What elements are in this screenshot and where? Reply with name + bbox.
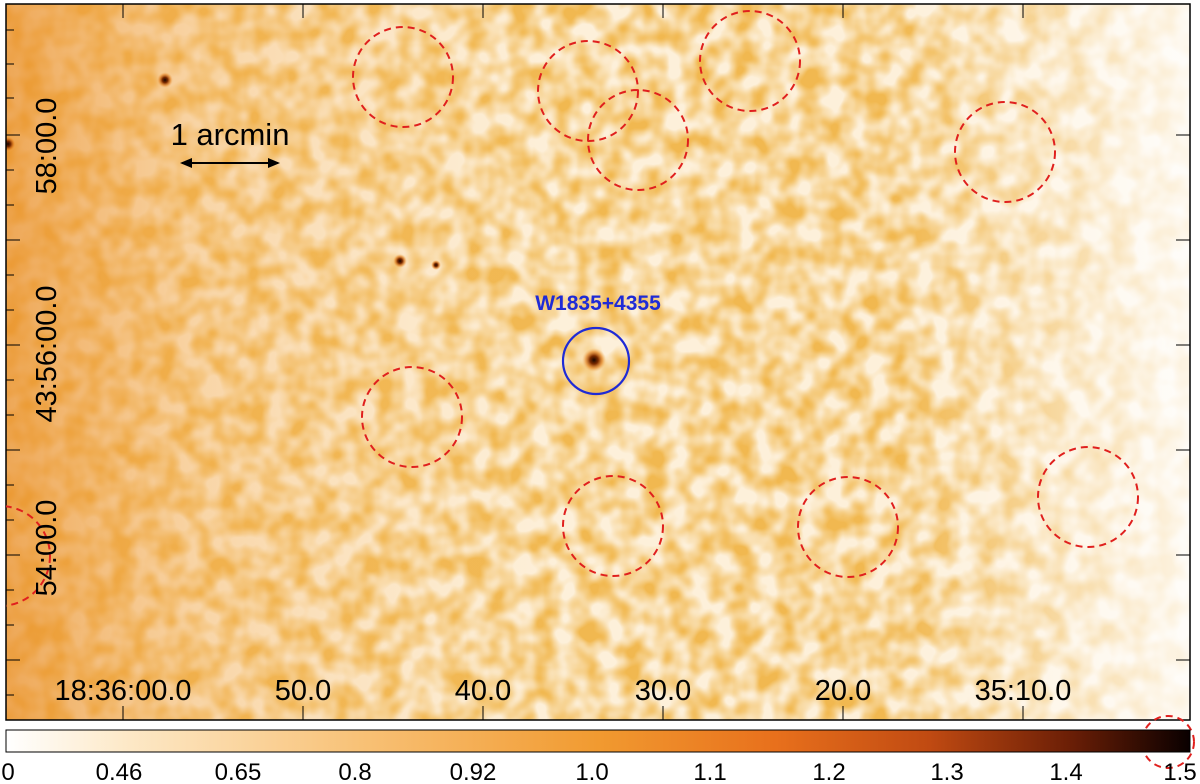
point-source [157, 72, 173, 88]
scale-bar-arrow [180, 158, 280, 168]
dec-axis-labels: 58:00.0 43:56:00.0 54:00.0 [31, 98, 63, 597]
ra-tick-label: 35:10.0 [975, 675, 1072, 707]
point-source [6, 136, 16, 152]
ra-tick-label: 40.0 [455, 675, 511, 707]
colorbar-tick-label: 1.3 [930, 759, 963, 784]
point-source [431, 260, 441, 270]
colorbar-tick-label: 1.5 [1163, 759, 1196, 784]
ra-tick-label: 20.0 [815, 675, 871, 707]
point-source [393, 254, 407, 268]
colorbar-tick-label: 1.4 [1049, 759, 1082, 784]
dec-tick-label: 43:56:00.0 [31, 285, 63, 422]
dec-tick-label: 54:00.0 [31, 500, 63, 597]
ra-axis-labels: 18:36:00.0 50.0 40.0 30.0 20.0 35:10.0 [54, 675, 1071, 707]
ra-tick-label: 30.0 [635, 675, 691, 707]
colorbar-tick-label: 0.46 [96, 759, 143, 784]
background-region-circle [1037, 446, 1139, 548]
colorbar-tick-label: 1.1 [693, 759, 726, 784]
image-right-fade [900, 4, 1190, 720]
background-regions [6, 10, 1139, 607]
background-region-circle [537, 40, 639, 142]
image-panel [6, 4, 1190, 720]
colorbar-tick-label: 0.65 [215, 759, 262, 784]
target-source-circle [561, 326, 631, 396]
background-region-circle [797, 476, 899, 578]
colorbar-tick-label: 0.92 [450, 759, 497, 784]
background-region-circle [562, 475, 664, 577]
image-frame [5, 3, 1191, 721]
background-region-circle [1141, 715, 1195, 769]
background-region-circle [954, 101, 1056, 203]
ra-tick-label: 18:36:00.0 [54, 675, 191, 707]
target-source-core [582, 348, 606, 372]
image-left-emission [6, 4, 566, 720]
colorbar [5, 729, 1191, 753]
scale-bar-label: 1 arcmin [171, 117, 290, 152]
background-region-circle [6, 505, 51, 607]
colorbar-tick-label: 0 [1, 759, 14, 784]
background-region-circle [699, 10, 801, 112]
colorbar-tick-label: 1.2 [812, 759, 845, 784]
colorbar-tick-label: 1.0 [575, 759, 608, 784]
colorbar-tick-labels: 0 0.46 0.65 0.8 0.92 1.0 1.1 1.2 1.3 1.4… [1, 759, 1196, 784]
target-source-label: W1835+4355 [535, 292, 661, 315]
dec-tick-label: 58:00.0 [31, 98, 63, 195]
background-region-circle [352, 26, 454, 128]
frame-ticks [6, 4, 1190, 720]
background-region-circle [361, 366, 463, 468]
ra-tick-label: 50.0 [275, 675, 331, 707]
background-region-circle [587, 89, 689, 191]
colorbar-tick-label: 0.8 [338, 759, 371, 784]
